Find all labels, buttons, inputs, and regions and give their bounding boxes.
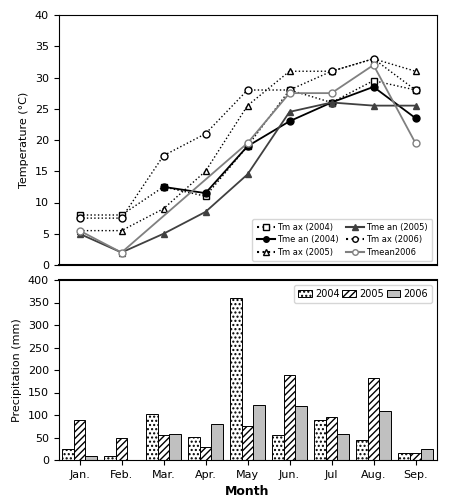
Tmean2006 xyxy=(245,140,250,146)
Tmean2006 xyxy=(371,62,376,68)
Tme an (2005) xyxy=(287,109,292,115)
Bar xyxy=(189,436,200,460)
Bar xyxy=(379,410,391,460)
Line: Tme an (2005): Tme an (2005) xyxy=(76,99,419,256)
Tm ax (2004) xyxy=(119,212,124,218)
Bar xyxy=(116,438,127,460)
Bar xyxy=(169,434,180,460)
Tm ax (2005) xyxy=(287,68,292,74)
Tme an (2004) xyxy=(161,184,166,190)
Line: Tmean2006: Tmean2006 xyxy=(76,62,419,256)
Line: Tm ax (2004): Tm ax (2004) xyxy=(76,78,418,218)
Line: Tm ax (2005): Tm ax (2005) xyxy=(76,56,419,234)
Bar xyxy=(295,406,306,460)
Tmean2006 xyxy=(413,140,418,146)
Bar xyxy=(368,378,379,460)
Bar xyxy=(273,435,284,460)
Tmean2006 xyxy=(287,90,292,96)
Tme an (2005) xyxy=(161,231,166,237)
Tme an (2004) xyxy=(329,100,334,105)
Tm ax (2004) xyxy=(161,184,166,190)
Tme an (2005) xyxy=(77,231,82,237)
Tm ax (2005) xyxy=(77,228,82,234)
Tmean2006 xyxy=(77,228,82,234)
Tm ax (2004) xyxy=(329,100,334,105)
Line: Tm ax (2006): Tm ax (2006) xyxy=(76,56,419,222)
Tm ax (2004) xyxy=(203,193,208,199)
Bar xyxy=(63,449,74,460)
Tm ax (2006) xyxy=(203,130,208,136)
Bar xyxy=(242,426,253,460)
Bar xyxy=(253,405,265,460)
Tm ax (2005) xyxy=(203,168,208,174)
Tme an (2005) xyxy=(329,100,334,105)
Tme an (2004) xyxy=(413,115,418,121)
Y-axis label: Temperature (°C): Temperature (°C) xyxy=(19,92,29,188)
Tm ax (2006) xyxy=(119,215,124,221)
Bar xyxy=(85,456,96,460)
Tm ax (2006) xyxy=(371,56,376,62)
Tme an (2005) xyxy=(245,172,250,177)
Tmean2006 xyxy=(119,250,124,256)
Bar xyxy=(211,424,222,460)
Bar xyxy=(421,449,432,460)
Tme an (2004) xyxy=(203,190,208,196)
Legend: 2004, 2005, 2006: 2004, 2005, 2006 xyxy=(294,285,432,302)
Tm ax (2006) xyxy=(329,68,334,74)
Bar xyxy=(74,420,85,460)
Line: Tme an (2004): Tme an (2004) xyxy=(160,84,419,196)
X-axis label: Month: Month xyxy=(225,486,270,498)
Bar xyxy=(158,435,169,460)
Tm ax (2006) xyxy=(245,87,250,93)
Bar xyxy=(356,440,368,460)
Tm ax (2004) xyxy=(371,78,376,84)
Bar xyxy=(326,417,337,460)
Tme an (2004) xyxy=(371,84,376,90)
Tme an (2005) xyxy=(119,250,124,256)
Bar xyxy=(230,298,242,460)
Bar xyxy=(399,453,410,460)
Tmean2006 xyxy=(329,90,334,96)
Tm ax (2006) xyxy=(161,152,166,158)
Tm ax (2005) xyxy=(413,68,418,74)
Tm ax (2005) xyxy=(245,102,250,108)
Tm ax (2006) xyxy=(413,87,418,93)
Tm ax (2004) xyxy=(77,212,82,218)
Tm ax (2005) xyxy=(371,56,376,62)
Bar xyxy=(104,456,116,460)
Tm ax (2004) xyxy=(413,87,418,93)
Tm ax (2005) xyxy=(161,206,166,212)
Tme an (2005) xyxy=(371,102,376,108)
Tm ax (2006) xyxy=(287,87,292,93)
Tme an (2005) xyxy=(413,102,418,108)
Bar xyxy=(315,420,326,460)
Tm ax (2005) xyxy=(119,228,124,234)
Bar xyxy=(147,414,158,460)
Bar xyxy=(200,446,211,460)
Legend: Tm ax (2004), Tme an (2004), Tm ax (2005), Tme an (2005), Tm ax (2006), Tmean200: Tm ax (2004), Tme an (2004), Tm ax (2005… xyxy=(252,219,432,261)
Bar xyxy=(284,374,295,460)
Tme an (2005) xyxy=(203,209,208,215)
Tm ax (2004) xyxy=(245,143,250,149)
Bar xyxy=(410,453,421,460)
Tm ax (2005) xyxy=(329,68,334,74)
Tme an (2004) xyxy=(287,118,292,124)
Tm ax (2006) xyxy=(77,215,82,221)
Y-axis label: Precipitation (mm): Precipitation (mm) xyxy=(12,318,22,422)
Bar xyxy=(337,434,348,460)
Tm ax (2004) xyxy=(287,87,292,93)
Tme an (2004) xyxy=(245,143,250,149)
